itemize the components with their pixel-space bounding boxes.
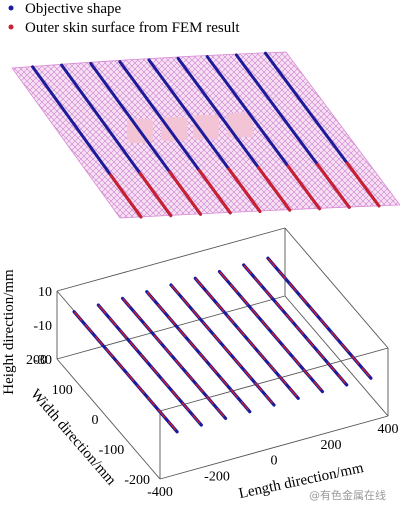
plot-lines [72,256,373,434]
surface-stringer [176,56,292,212]
box-edge [56,227,286,292]
y-tick-label: -200 [124,473,150,488]
plot-stringer [120,296,228,420]
x-tick-label: -400 [147,485,173,500]
surface-stringer [89,61,202,216]
plot-stringer [242,263,349,387]
box-edge [159,415,389,480]
plot-stringer [96,303,203,427]
x-tick-label: 400 [378,422,399,437]
z-tick-label: -10 [33,319,52,334]
surface-patch [227,113,253,137]
box-edge [56,295,286,360]
watermark: @有色金属在线 [309,488,386,502]
legend-label-objective: Objective shape [25,1,122,17]
box-edge [284,227,389,349]
surface-stringer [205,55,321,211]
box-edge [284,295,389,417]
surface-patch [161,117,187,141]
box-edge [159,347,389,412]
plot-stringer [72,310,179,434]
z-tick-label: 10 [38,285,52,300]
surface-stringer [60,63,173,218]
plot-stringer [169,283,276,407]
x-tick-label: 0 [271,454,278,469]
surface-patch [193,115,219,139]
x-tick-label: -200 [204,469,230,484]
plot-stringer [145,290,252,414]
surface-stringer [263,51,381,208]
z-axis-label: Height direction/mm [1,269,17,395]
y-tick-label: -100 [99,443,125,458]
y-axis-label: Width direction/mm [27,386,119,488]
plot-stringer [193,276,300,400]
surface-stringer [31,65,143,219]
surface-stringers [31,51,381,219]
surface-stringer [234,53,351,209]
y-tick-label: 0 [92,413,99,428]
z-tick-label: -30 [33,353,52,368]
legend: Objective shape Outer skin surface from … [8,1,240,36]
surface-plot [11,51,400,219]
y-tick-label: 100 [52,383,73,398]
legend-label-fem: Outer skin surface from FEM result [25,20,240,36]
plot-stringer [217,270,325,394]
y-tick-label: 200 [26,353,47,368]
box-edge [56,358,161,480]
surface-stringer [118,60,232,215]
plot-box [56,227,389,480]
surface-stringer [147,58,262,213]
legend-marker-fem [8,24,14,30]
x-tick-label: 200 [321,438,342,453]
legend-marker-objective [8,5,14,11]
plot-stringer [266,256,373,380]
